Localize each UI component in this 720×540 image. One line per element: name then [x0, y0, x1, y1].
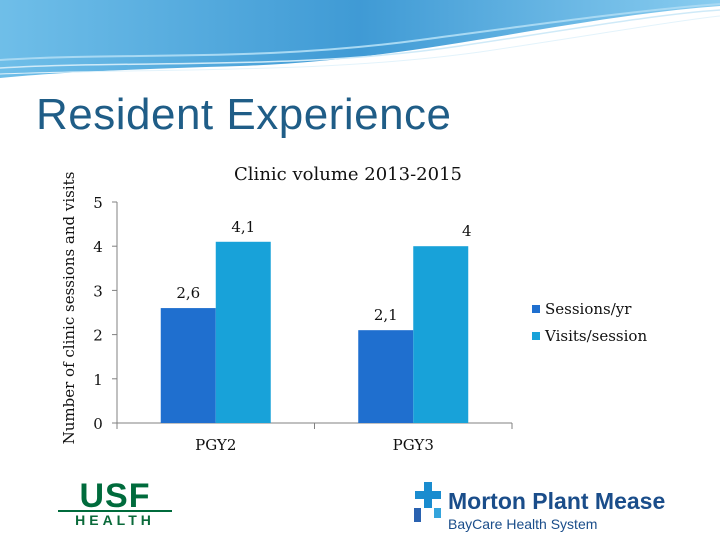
- legend-swatch: [532, 305, 540, 313]
- morton-plant-mease-logo: [414, 482, 441, 522]
- y-tick-label: 4: [93, 238, 103, 256]
- data-label: 2,1: [374, 306, 398, 324]
- data-label: 2,6: [176, 284, 200, 302]
- usf-logo-wordmark: USF: [79, 477, 151, 515]
- y-tick-label: 3: [93, 282, 103, 300]
- chart-title: Clinic volume 2013-2015: [234, 164, 462, 185]
- y-tick-label: 2: [93, 327, 103, 345]
- y-tick-label: 1: [93, 371, 103, 389]
- usf-health-logo: [58, 479, 172, 512]
- data-label: 4,1: [231, 218, 255, 236]
- mpm-logo-name: Morton Plant Mease: [448, 488, 666, 514]
- legend-label: Visits/session: [544, 327, 647, 345]
- data-label: 4: [462, 222, 472, 240]
- y-tick-label: 0: [93, 415, 103, 433]
- bar-visits-session-pgy2: [215, 241, 271, 423]
- cross-icon: [414, 482, 441, 522]
- decorative-header-wave: [0, 0, 720, 78]
- y-axis-label: Number of clinic sessions and visits: [60, 172, 78, 445]
- bar-sessions-yr-pgy2: [160, 308, 216, 423]
- bar-sessions-yr-pgy3: [358, 330, 414, 423]
- x-category-label: PGY3: [393, 436, 434, 454]
- legend-swatch: [532, 332, 540, 340]
- slide-title: Resident Experience: [36, 90, 452, 139]
- y-tick-label: 5: [93, 194, 103, 212]
- legend-label: Sessions/yr: [545, 300, 632, 318]
- usf-logo-health: HEALTH: [75, 512, 155, 528]
- bar-visits-session-pgy3: [413, 246, 469, 423]
- x-category-label: PGY2: [195, 436, 236, 454]
- mpm-logo-subtitle: BayCare Health System: [448, 516, 598, 532]
